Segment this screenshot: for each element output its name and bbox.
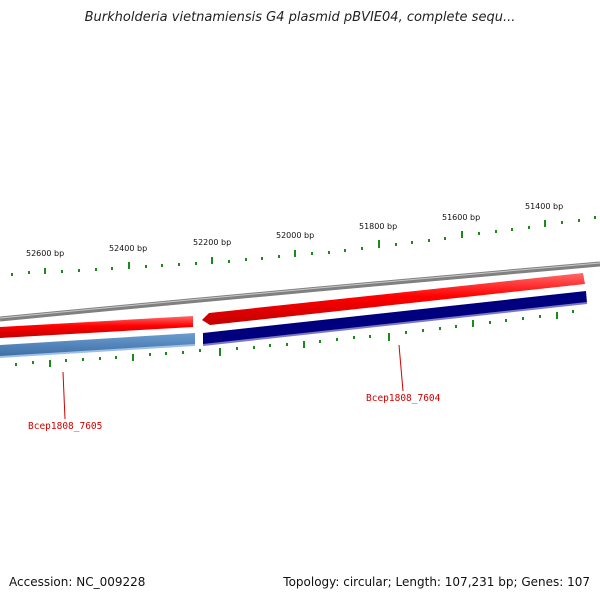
leader-line-bcep1808-7605 [62, 371, 66, 420]
scale-label-51600: 51600 bp [442, 213, 480, 222]
scale-label-52200: 52200 bp [193, 238, 231, 247]
gene-label-bcep1808-7605[interactable]: Bcep1808_7605 [28, 421, 102, 432]
scale-label-52600: 52600 bp [26, 249, 64, 258]
leader-line-bcep1808-7604 [398, 344, 404, 392]
gene-bcep1808-7605-forward[interactable] [0, 316, 193, 338]
gene-bcep1808-7605-reverse-edge [0, 344, 196, 358]
outer-backbone-highlight [0, 262, 600, 319]
gene-bcep1808-7604-reverse-edge [202, 302, 588, 346]
scale-label-51800: 51800 bp [359, 222, 397, 231]
outer-backbone-track [0, 261, 600, 322]
lower-scale-ticks [15, 310, 574, 367]
scale-label-51400: 51400 bp [525, 202, 563, 211]
gene-bcep1808-7604-forward[interactable] [202, 273, 585, 325]
scale-label-52000: 52000 bp [276, 231, 314, 240]
gene-label-bcep1808-7604[interactable]: Bcep1808_7604 [366, 393, 441, 404]
topology-summary: Topology: circular; Length: 107,231 bp; … [283, 575, 590, 589]
upper-scale-ticks [11, 216, 596, 276]
gene-bcep1808-7604-reverse[interactable] [203, 291, 587, 345]
accession-text: Accession: NC_009228 [9, 575, 146, 589]
scale-label-52400: 52400 bp [109, 244, 147, 253]
gene-bcep1808-7605-reverse[interactable] [0, 333, 195, 357]
map-title: Burkholderia vietnamiensis G4 plasmid pB… [84, 10, 516, 25]
